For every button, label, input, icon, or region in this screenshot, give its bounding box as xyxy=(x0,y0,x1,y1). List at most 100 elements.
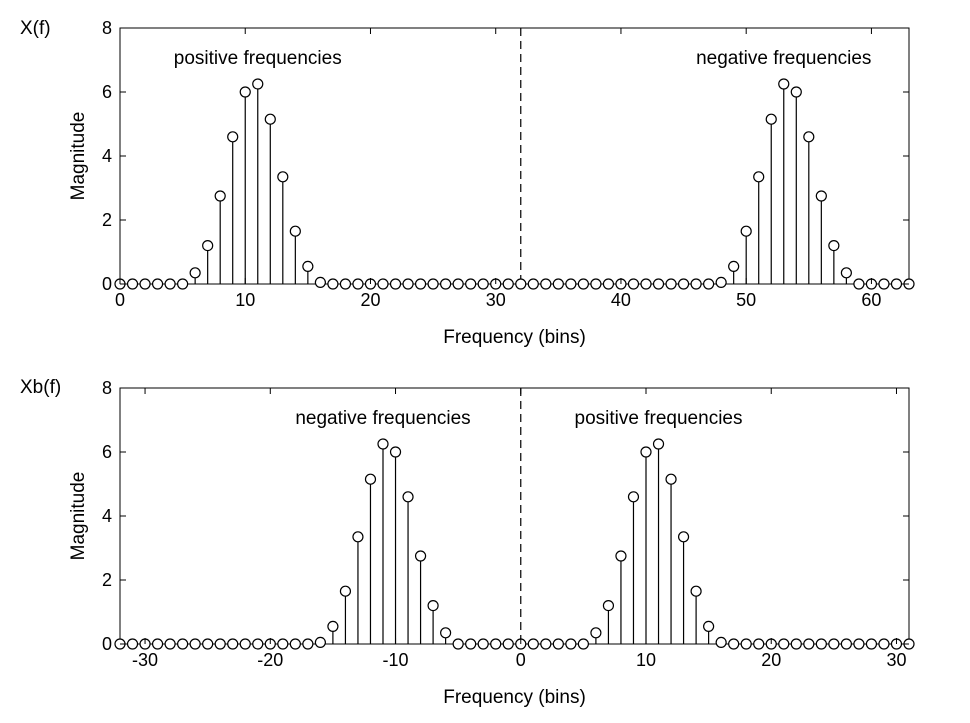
stem-marker xyxy=(227,131,239,143)
stem-marker xyxy=(277,171,289,183)
stem-marker xyxy=(339,585,352,597)
stem-marker xyxy=(677,531,690,543)
x-tick-label: 20 xyxy=(761,650,781,670)
stem-marker xyxy=(377,438,389,450)
annotations-top: positive frequencies negative frequencies xyxy=(174,48,872,69)
stem-marker xyxy=(590,627,602,639)
stem-marker xyxy=(427,599,439,612)
stem-marker xyxy=(440,278,452,290)
stem-marker xyxy=(202,240,214,252)
stem-marker xyxy=(815,190,827,202)
stem-marker xyxy=(452,638,464,650)
y-tick-label: 2 xyxy=(102,570,112,590)
stem-marker xyxy=(177,278,189,290)
stem-marker xyxy=(540,638,552,650)
y-axis-label-bottom: Magnitude xyxy=(68,472,89,561)
stem-marker xyxy=(540,278,552,290)
stem-marker xyxy=(389,278,402,290)
y-ticks-bottom: 0 2 4 6 8 xyxy=(102,378,909,654)
stem-marker xyxy=(878,278,890,290)
stem-marker xyxy=(214,190,226,202)
x-axis-label-bottom: Frequency (bins) xyxy=(443,687,586,708)
y-tick-label: 2 xyxy=(102,210,112,230)
stem-marker xyxy=(715,636,727,649)
stem-marker xyxy=(815,638,827,650)
stem-marker xyxy=(690,585,702,597)
annotation-label: negative frequencies xyxy=(696,48,871,69)
stem-marker xyxy=(778,638,790,650)
stem-marker xyxy=(302,260,314,272)
stem-marker xyxy=(252,638,264,650)
x-tick-label: 30 xyxy=(486,290,506,310)
stem-marker xyxy=(151,638,164,650)
stem-marker xyxy=(677,278,690,290)
panel-title-top: X(f) xyxy=(20,18,51,39)
x-tick-label: 0 xyxy=(516,650,526,670)
stem-marker xyxy=(414,550,427,562)
stem-marker xyxy=(239,638,251,650)
stem-marker xyxy=(703,278,715,290)
stem-series-bottom xyxy=(114,438,915,650)
stem-marker xyxy=(164,638,176,650)
x-axis-label-top: Frequency (bins) xyxy=(443,327,586,348)
x-ticks-top: 0 10 20 30 40 50 60 xyxy=(115,28,881,310)
stem-marker xyxy=(552,638,564,650)
x-tick-label: -10 xyxy=(383,650,409,670)
y-tick-label: 4 xyxy=(102,506,112,526)
stem-marker xyxy=(277,638,289,650)
stem-marker xyxy=(214,638,226,650)
stem-marker xyxy=(227,638,239,650)
stem-marker xyxy=(565,638,577,650)
stem-marker xyxy=(239,86,251,98)
stem-marker xyxy=(778,78,790,90)
stem-marker xyxy=(252,78,264,90)
stem-marker xyxy=(126,278,139,290)
panel-top: X(f) Magnitude Frequency (bins) 0 10 20 30 4… xyxy=(20,18,915,348)
stem-marker xyxy=(652,438,665,450)
stem-marker xyxy=(502,638,514,650)
stem-marker xyxy=(289,225,301,237)
stem-marker xyxy=(502,278,514,290)
stem-marker xyxy=(828,240,840,252)
stem-marker xyxy=(627,491,640,503)
stem-marker xyxy=(314,636,326,649)
y-ticks-top: 0 2 4 6 8 xyxy=(102,18,909,294)
stem-marker xyxy=(389,446,402,458)
stem-marker xyxy=(477,278,489,290)
x-tick-label: 40 xyxy=(611,290,631,310)
stem-marker xyxy=(840,267,852,279)
stem-marker xyxy=(189,638,201,650)
x-tick-label: 20 xyxy=(360,290,380,310)
stem-marker xyxy=(339,278,352,290)
stem-marker xyxy=(527,638,539,650)
stem-marker xyxy=(552,278,564,290)
stem-marker xyxy=(164,278,176,290)
stem-marker xyxy=(402,278,414,290)
panel-title-bottom: Xb(f) xyxy=(20,377,61,398)
stem-marker xyxy=(490,638,502,650)
stem-marker xyxy=(377,278,389,290)
stem-marker xyxy=(740,638,752,650)
stem-marker xyxy=(452,278,464,290)
annotations-bottom: negative frequencies positive frequencies xyxy=(295,408,742,429)
stem-marker xyxy=(427,278,439,290)
stem-marker xyxy=(615,550,627,562)
annotation-label: negative frequencies xyxy=(295,408,470,429)
stem-marker xyxy=(665,473,677,485)
stem-marker xyxy=(803,131,815,143)
stem-marker xyxy=(652,278,665,290)
stem-marker xyxy=(790,638,802,650)
stem-marker xyxy=(853,638,865,650)
stem-marker xyxy=(853,278,865,290)
stem-marker xyxy=(602,599,615,612)
stem-marker xyxy=(865,638,878,650)
y-tick-label: 0 xyxy=(102,274,112,294)
stem-marker xyxy=(765,113,777,125)
stem-marker xyxy=(289,638,301,650)
stem-marker xyxy=(728,638,740,650)
stem-marker xyxy=(202,638,214,650)
stem-marker xyxy=(440,627,452,639)
stem-marker xyxy=(477,638,489,650)
x-tick-label: 0 xyxy=(115,290,125,310)
annotation-label: positive frequencies xyxy=(575,408,743,429)
